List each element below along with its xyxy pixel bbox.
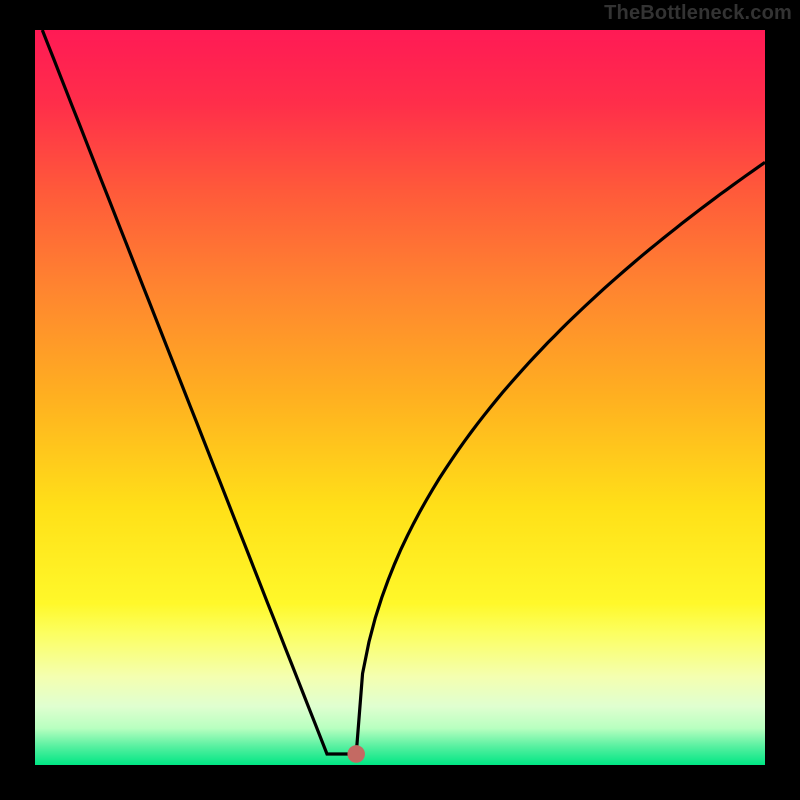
plot-svg xyxy=(35,30,765,765)
watermark-text: TheBottleneck.com xyxy=(604,2,792,25)
plot-area xyxy=(35,30,765,765)
gradient-background xyxy=(35,30,765,765)
chart-frame: TheBottleneck.com xyxy=(0,0,800,800)
optimum-marker xyxy=(347,745,365,763)
